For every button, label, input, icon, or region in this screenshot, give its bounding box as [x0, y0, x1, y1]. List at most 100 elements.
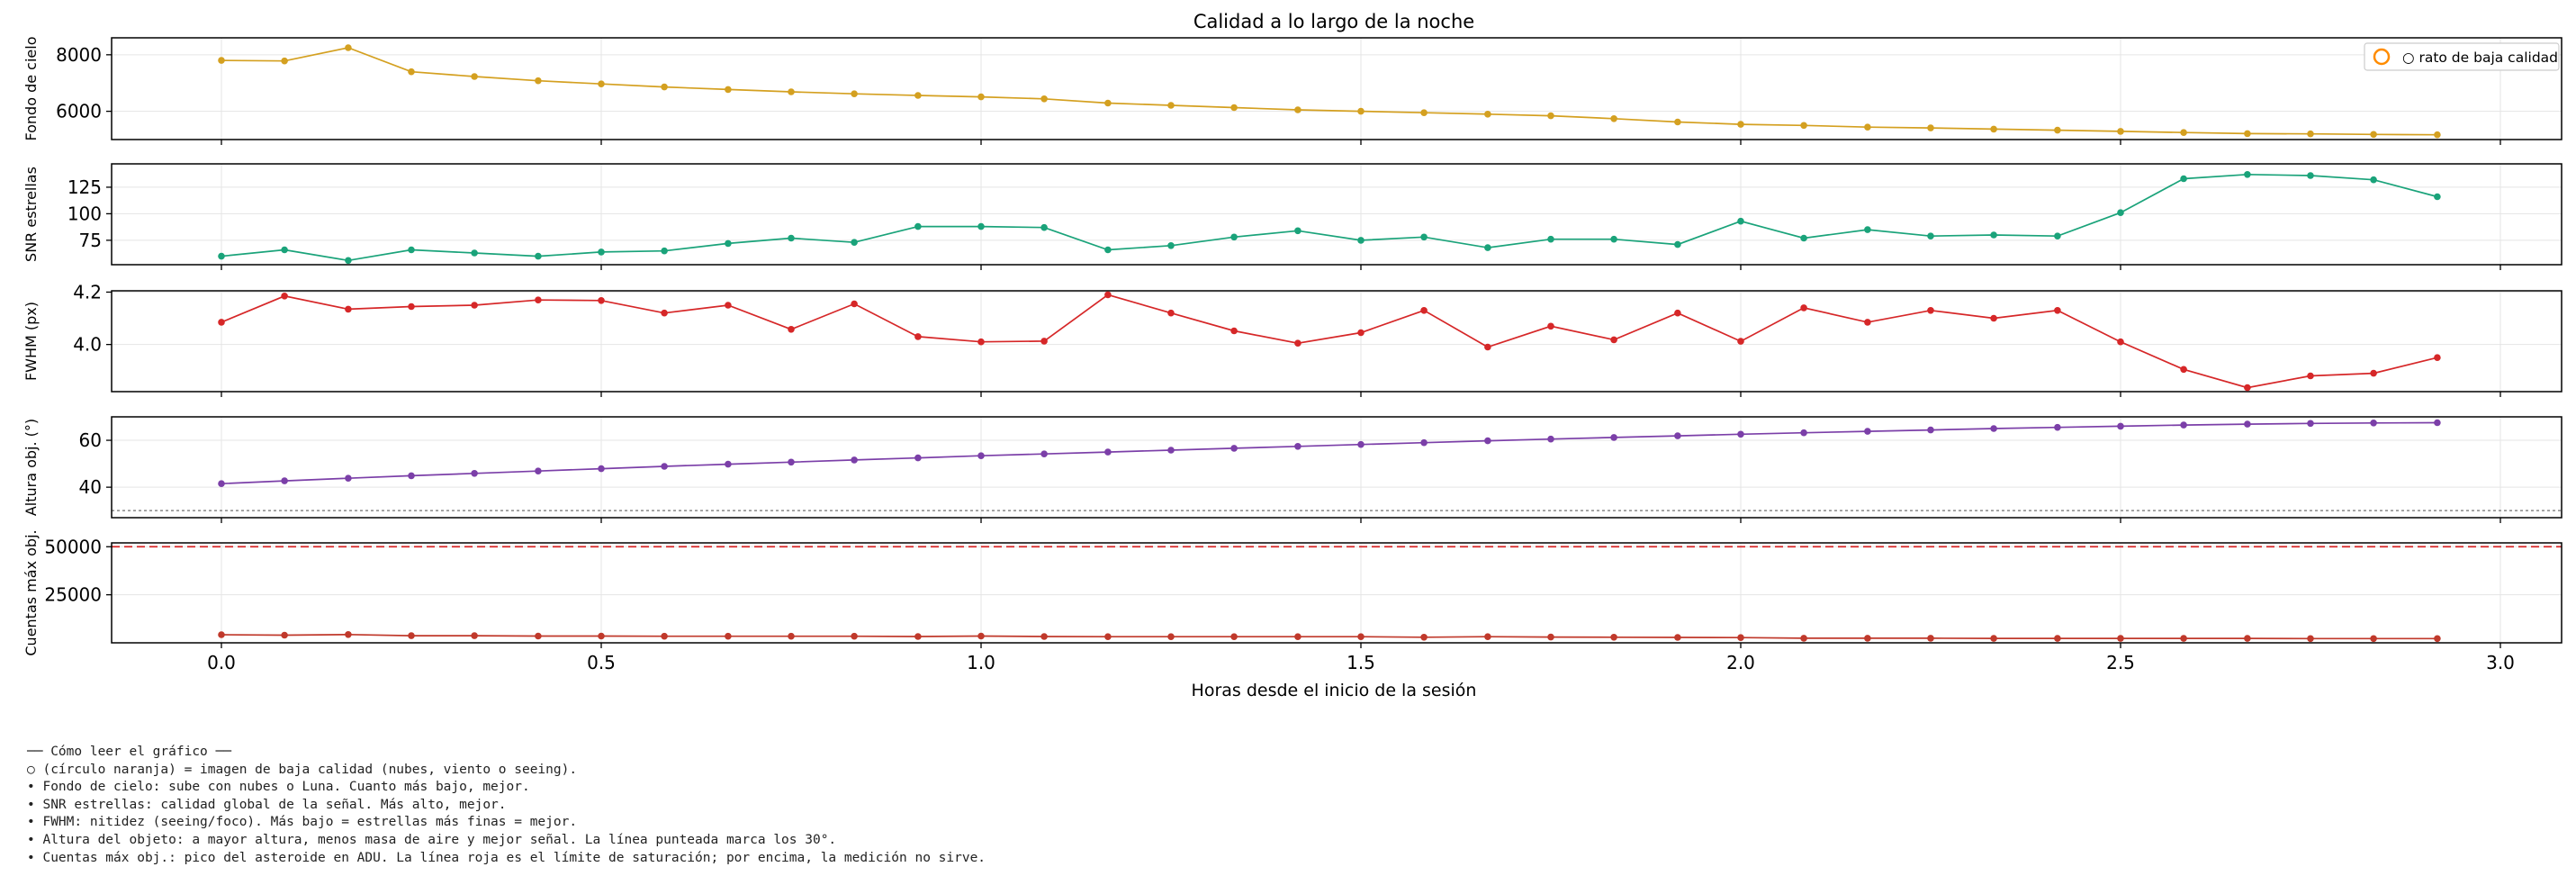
data-point — [408, 246, 415, 254]
data-point — [1294, 633, 1302, 640]
axes-frame — [111, 416, 2562, 519]
data-point — [2054, 423, 2061, 431]
y-tick-label: 4.2 — [73, 281, 102, 303]
panel-star-snr: 75 100 125 SNR estrellas — [23, 163, 2562, 270]
data-point — [1547, 435, 1554, 443]
data-point — [1674, 634, 1681, 641]
legend-box — [2364, 42, 2560, 71]
data-point — [1610, 434, 1617, 441]
data-point — [1737, 430, 1744, 438]
y-tick-label: 75 — [79, 230, 102, 251]
data-point — [2054, 307, 2061, 314]
data-point — [977, 222, 985, 230]
data-point — [281, 477, 288, 484]
data-point — [1484, 343, 1491, 351]
y-tick-label: 25000 — [44, 584, 102, 606]
data-point — [218, 252, 225, 260]
y-tick-label: 60 — [79, 429, 102, 451]
data-point — [535, 632, 542, 640]
reading-guide-line: ○ (círculo naranja) = imagen de baja cal… — [27, 762, 578, 777]
data-point — [1167, 309, 1175, 317]
data-point — [1484, 111, 1491, 118]
data-point — [914, 454, 922, 462]
data-point — [1357, 329, 1365, 337]
axes-frame — [111, 542, 2562, 644]
y-tick-label: 125 — [68, 176, 102, 198]
data-point — [1864, 123, 1871, 131]
data-point — [1040, 450, 1048, 458]
data-point — [471, 73, 478, 80]
data-point — [1674, 118, 1681, 126]
reading-guide-line: • FWHM: nitidez (seeing/foco). Más bajo … — [27, 815, 578, 830]
data-point — [1357, 633, 1365, 640]
data-point — [2244, 420, 2251, 428]
series-line — [221, 47, 2437, 136]
data-point — [1294, 227, 1302, 235]
data-point — [725, 86, 732, 94]
data-point — [2117, 635, 2124, 642]
data-point — [2370, 635, 2377, 643]
data-point — [661, 83, 668, 91]
data-point — [408, 632, 415, 639]
data-point — [218, 631, 225, 638]
data-point — [1104, 448, 1112, 456]
data-point — [2370, 369, 2377, 377]
axes-frame — [111, 290, 2562, 393]
data-point — [977, 338, 985, 346]
data-point — [2054, 126, 2061, 134]
data-point — [1990, 314, 1997, 322]
data-point — [914, 333, 922, 340]
y-axis-label: FWHM (px) — [23, 302, 40, 381]
data-point — [977, 93, 985, 101]
data-point — [1674, 240, 1681, 248]
data-point — [1800, 429, 1807, 437]
data-point — [914, 92, 922, 99]
data-point — [851, 300, 858, 308]
data-point — [2244, 635, 2251, 642]
data-point — [2307, 635, 2314, 643]
data-point — [1610, 634, 1617, 641]
y-axis-label: Altura obj. (°) — [23, 419, 40, 516]
data-point — [1547, 235, 1554, 243]
data-point — [1294, 443, 1302, 450]
figure: Calidad a lo largo de la noche 6000 8000 F… — [23, 11, 2562, 700]
data-point — [1800, 635, 1807, 642]
x-tick-label: 2.0 — [1726, 652, 1755, 673]
x-axis-ticks: 0.0 0.5 1.0 1.5 2.0 2.5 3.0 — [207, 652, 2515, 673]
y-tick-label: 50000 — [44, 536, 102, 557]
data-point — [345, 44, 352, 51]
data-point — [1104, 633, 1112, 640]
data-point — [1864, 226, 1871, 233]
data-point — [1864, 319, 1871, 326]
panel-fwhm: 4.0 4.2 FWHM (px) — [23, 281, 2562, 397]
data-point — [598, 248, 605, 256]
panels: 6000 8000 Fondo de cielo 75 100 125 SNR estrel… — [23, 37, 2562, 656]
reading-guide-line: • Cuentas máx obj.: pico del asteroide e… — [27, 850, 986, 865]
data-point — [1800, 122, 1807, 130]
data-point — [1674, 309, 1681, 317]
data-point — [598, 465, 605, 473]
data-point — [2434, 131, 2441, 139]
reading-guide-line: • Altura del objeto: a mayor altura, men… — [27, 832, 837, 847]
legend-bad-marker-icon — [2373, 48, 2391, 66]
data-point — [1230, 445, 1238, 452]
data-point — [977, 632, 985, 640]
x-tick-label: 0.0 — [207, 652, 236, 673]
data-point — [281, 246, 288, 254]
data-point — [1167, 447, 1175, 454]
y-tick-label: 8000 — [56, 44, 102, 66]
data-point — [1737, 217, 1744, 225]
data-point — [914, 633, 922, 640]
panel-target-altitude: 40 60 Altura obj. (°) — [23, 416, 2562, 523]
data-point — [598, 297, 605, 304]
data-point — [345, 474, 352, 482]
reading-guide-line: ── Cómo leer el gráfico ── — [27, 745, 231, 759]
data-point — [2117, 128, 2124, 135]
data-point — [2117, 338, 2124, 346]
data-point — [2244, 384, 2251, 392]
data-point — [1927, 124, 1934, 131]
data-point — [1040, 223, 1048, 231]
y-axis-label: Cuentas máx obj. — [23, 529, 40, 655]
data-point — [2434, 354, 2441, 362]
data-point — [1484, 244, 1491, 251]
